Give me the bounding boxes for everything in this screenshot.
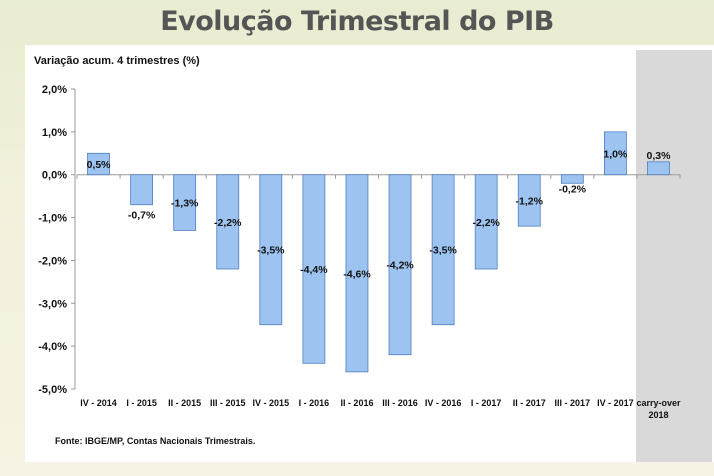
bar [345, 174, 369, 373]
x-tick-label: 2018 [648, 410, 668, 420]
bar [474, 174, 498, 270]
data-label: -1,3% [171, 198, 199, 210]
x-tick-label: III - 2015 [210, 398, 246, 408]
data-label: -4,6% [343, 268, 371, 280]
y-tick-label: -3,0% [38, 298, 67, 310]
y-tick-label: 0,0% [42, 170, 67, 182]
x-tick-label: I - 2015 [126, 398, 157, 408]
data-label: -1,2% [516, 195, 544, 207]
x-tick-label: IV - 2016 [425, 398, 462, 408]
x-tick-label: IV - 2014 [80, 398, 117, 408]
x-tick-label: III - 2017 [555, 398, 591, 408]
data-label: -4,4% [300, 264, 328, 276]
x-tick-label: II - 2017 [513, 398, 546, 408]
data-label: -4,2% [386, 260, 414, 272]
data-label: 0,3% [646, 150, 671, 162]
x-tick-label: IV - 2015 [253, 398, 290, 408]
x-tick-label: I - 2017 [471, 398, 502, 408]
x-tick-label: carry-over [636, 398, 681, 408]
bar [130, 174, 154, 206]
bar [647, 161, 670, 176]
bar [216, 174, 240, 270]
y-tick-label: 1,0% [42, 127, 67, 139]
bar [560, 174, 584, 184]
data-label: -0,7% [128, 210, 156, 222]
page-title: Evolução Trimestral do PIB [160, 6, 554, 37]
y-tick-label: -4,0% [38, 341, 67, 353]
y-axis-label: Variação acum. 4 trimestres (%) [34, 55, 200, 67]
y-tick-label: -2,0% [38, 255, 67, 267]
bar [87, 152, 110, 176]
bar [259, 174, 283, 326]
x-tick-label: III - 2016 [382, 398, 418, 408]
data-label: -3,5% [257, 245, 285, 257]
data-label: -0,2% [559, 183, 587, 195]
bar [517, 174, 541, 227]
x-tick-label: II - 2016 [340, 398, 373, 408]
bar [173, 174, 197, 231]
data-label: -3,5% [429, 245, 457, 257]
y-tick-label: -1,0% [38, 213, 67, 225]
carry-over-highlight [636, 50, 712, 462]
bar [431, 174, 455, 326]
data-label: 1,0% [603, 148, 628, 160]
chart-card [25, 45, 714, 462]
bar [603, 131, 627, 176]
bar [388, 174, 412, 356]
y-tick-label: -5,0% [38, 384, 67, 396]
x-tick-label: IV - 2017 [597, 398, 634, 408]
y-tick-label: 2,0% [42, 84, 67, 96]
source-note: Fonte: IBGE/MP, Contas Nacionais Trimest… [55, 436, 256, 446]
data-label: -2,2% [472, 217, 500, 229]
data-label: -2,2% [214, 217, 242, 229]
x-tick-label: II - 2015 [168, 398, 201, 408]
x-tick-label: I - 2016 [299, 398, 330, 408]
data-label: 0,5% [87, 159, 112, 171]
bar [302, 174, 326, 364]
